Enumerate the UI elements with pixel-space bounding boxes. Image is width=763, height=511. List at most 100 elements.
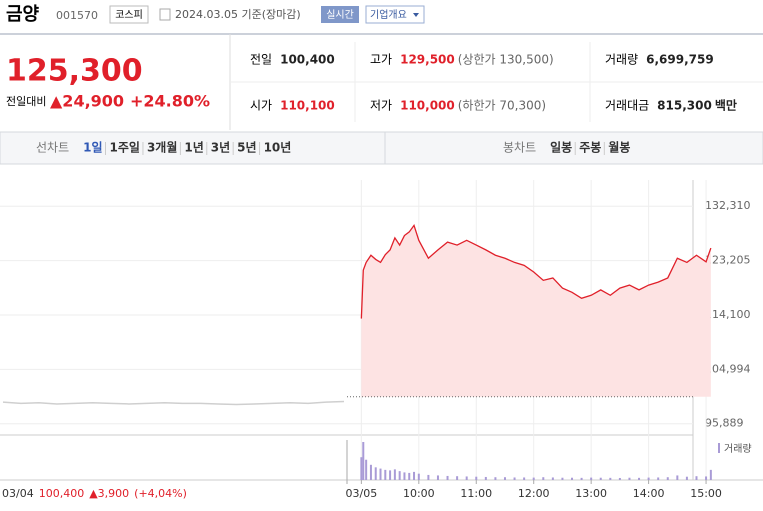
volume-bar bbox=[379, 468, 382, 480]
stat-value: 110,000 bbox=[400, 99, 455, 113]
volume-bar bbox=[465, 476, 468, 480]
date: 2024.03.05 기준(장마감) bbox=[175, 8, 301, 21]
volume-legend-mark bbox=[718, 443, 720, 453]
market-badge bbox=[109, 5, 149, 24]
tab[interactable]: 주봉 bbox=[579, 141, 601, 155]
tab[interactable]: 3개월 bbox=[147, 140, 177, 155]
tab[interactable]: 일봉 bbox=[550, 141, 572, 155]
volume-bar bbox=[360, 457, 363, 480]
y-tick-label: 132,310 bbox=[705, 199, 751, 212]
company[interactable]: 기업개요 bbox=[370, 8, 407, 21]
y-tick-label: 104,994 bbox=[705, 362, 751, 375]
rate: +24.80% bbox=[130, 92, 210, 111]
volume-bar bbox=[456, 476, 459, 480]
tab[interactable]: 1년 bbox=[184, 141, 203, 155]
stat-value: 110,100 bbox=[280, 99, 335, 113]
prev-info: 03/04 bbox=[2, 487, 34, 500]
prev-info: (+4,04%) bbox=[134, 487, 187, 500]
x-tick-label: 12:00 bbox=[518, 487, 550, 500]
volume-bar bbox=[446, 475, 449, 480]
volume-bar bbox=[408, 472, 411, 480]
volume-bar bbox=[417, 473, 420, 480]
calendar-icon bbox=[159, 8, 171, 21]
x-tick-label: 14:00 bbox=[633, 487, 665, 500]
volume-bar bbox=[403, 472, 406, 480]
stat-note: (상한가 130,500) bbox=[458, 53, 554, 67]
y-tick-label: 114,100 bbox=[705, 308, 751, 321]
tab-label: 선차트 bbox=[36, 141, 69, 155]
stat-label: 고가 bbox=[370, 53, 392, 67]
price-line bbox=[360, 223, 712, 319]
volume-bar bbox=[695, 476, 698, 480]
prev-line bbox=[2, 400, 345, 406]
stat-label: 시가 bbox=[250, 99, 272, 113]
stat-note: 백만 bbox=[715, 98, 737, 113]
prev-info: 100,400 bbox=[39, 487, 85, 500]
tab[interactable]: 5년 bbox=[237, 141, 256, 155]
stock-code: 001570 bbox=[56, 9, 98, 22]
volume-bar bbox=[369, 464, 372, 480]
volume-bar bbox=[427, 474, 430, 480]
volume-bar bbox=[494, 477, 497, 480]
stat-label: 저가 bbox=[370, 99, 392, 113]
stat-label: 전일 bbox=[250, 53, 272, 67]
change: ▲24,900 bbox=[50, 92, 124, 111]
volume-bar bbox=[523, 477, 526, 480]
prev-info: ▲3,900 bbox=[89, 487, 129, 500]
x-tick-label: 13:00 bbox=[575, 487, 607, 500]
volume-bar bbox=[609, 477, 612, 480]
volume-bar bbox=[503, 477, 506, 480]
volume-bar bbox=[685, 476, 688, 480]
volume-bar bbox=[676, 475, 679, 480]
stat-value: 129,500 bbox=[400, 53, 455, 67]
x-tick-label: 10:00 bbox=[403, 487, 435, 500]
volume-bar bbox=[513, 477, 516, 480]
tab[interactable]: 3년 bbox=[211, 141, 230, 155]
realtime-badge[interactable] bbox=[321, 6, 359, 23]
chart: 132,310 123,205 114,100 104,994 95,889 03/05 1… bbox=[0, 180, 752, 500]
volume-bar bbox=[628, 477, 631, 480]
y-tick-label: 123,205 bbox=[705, 254, 751, 267]
stat-label: 거래량 bbox=[605, 53, 638, 67]
stats: 전일 100,400 고가 129,500 (상한가 130,500) 거래량 6,699,… bbox=[250, 53, 737, 113]
tab-bar bbox=[0, 131, 763, 165]
volume-bar bbox=[389, 470, 392, 480]
volume-label: 거래량 bbox=[724, 443, 752, 455]
volume-bar bbox=[638, 477, 641, 480]
stat-value: 100,400 bbox=[280, 53, 335, 67]
stat-note: (하한가 70,300) bbox=[458, 99, 546, 113]
volume-bar bbox=[384, 469, 387, 480]
volume-bar bbox=[647, 477, 650, 480]
company-button[interactable] bbox=[365, 5, 425, 24]
realtime[interactable]: 실시간 bbox=[326, 9, 354, 21]
tab[interactable]: 10년 bbox=[264, 141, 292, 155]
volume-bar bbox=[571, 477, 574, 480]
volume-bar bbox=[657, 477, 660, 480]
volume-bar bbox=[475, 476, 478, 480]
volume-bar bbox=[374, 467, 377, 480]
volume-bar bbox=[666, 477, 669, 480]
market: 코스피 bbox=[115, 9, 143, 21]
volume-bar bbox=[590, 477, 593, 480]
tab[interactable]: 월봉 bbox=[608, 140, 630, 155]
volume-bar bbox=[413, 471, 416, 480]
y-tick-label: 95,889 bbox=[705, 417, 744, 430]
volume-bar bbox=[436, 475, 439, 480]
tab-label: 봉차트 bbox=[503, 141, 536, 155]
volume-bar bbox=[532, 477, 535, 480]
tab[interactable]: 1주일 bbox=[110, 141, 140, 155]
stat-value: 815,300 bbox=[657, 99, 712, 113]
volume-bar bbox=[393, 469, 396, 480]
stat-label: 거래대금 bbox=[605, 99, 649, 113]
x-tick-label: 15:00 bbox=[690, 487, 722, 500]
volume-bar bbox=[705, 476, 708, 480]
volume-bar bbox=[551, 477, 554, 480]
x-tick-label: 11:00 bbox=[460, 487, 492, 500]
volume-bar bbox=[484, 476, 487, 480]
tab[interactable]: 1일 bbox=[83, 141, 102, 155]
volume-bar bbox=[709, 469, 712, 480]
volume-bar bbox=[580, 477, 583, 480]
volume-bar bbox=[542, 477, 545, 480]
